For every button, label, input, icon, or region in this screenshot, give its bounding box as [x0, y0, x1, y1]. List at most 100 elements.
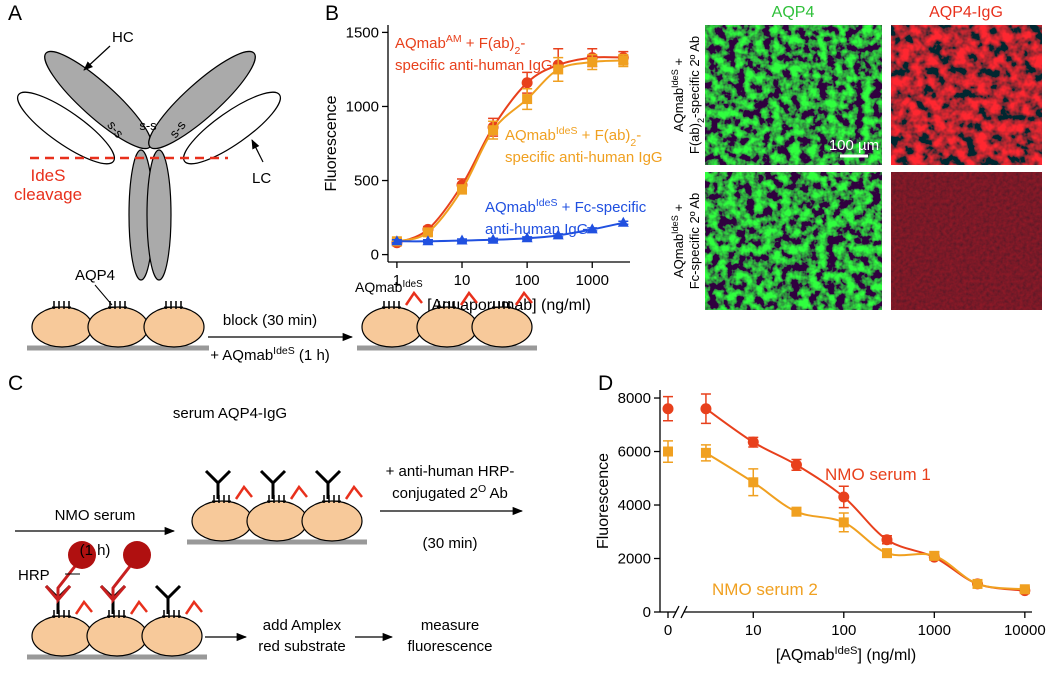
- text-segment: F(ab): [687, 123, 702, 154]
- marker: [553, 64, 564, 75]
- micrograph: [891, 25, 1042, 165]
- marker: [1019, 584, 1030, 595]
- text-segment: AQmab: [671, 88, 686, 132]
- marker: [587, 57, 598, 68]
- marker: [521, 232, 533, 243]
- y-tick-label: 8000: [618, 390, 651, 407]
- text-segment: NMO serum 2: [712, 580, 818, 599]
- disulfide-label: s-s: [139, 118, 157, 133]
- x-tick-label: 100: [515, 272, 540, 289]
- marker: [586, 223, 598, 234]
- y-tick-label: 500: [354, 173, 379, 190]
- cell: [361, 306, 423, 348]
- text-segment: [AQmab: [776, 647, 835, 664]
- text-segment: AM: [446, 33, 462, 45]
- marker: [457, 184, 468, 195]
- cell: [246, 500, 308, 542]
- marker: [552, 229, 564, 240]
- marker: [662, 403, 674, 415]
- x-axis-label: [AQmabIdeS] (ng/ml): [776, 645, 916, 664]
- marker: [700, 403, 712, 415]
- annotation: AQmabAM + F(ab)2-: [395, 33, 525, 57]
- cleavage-label: IdeS: [31, 166, 66, 185]
- annotation: NMO serum 2: [712, 580, 818, 599]
- marker: [391, 235, 403, 246]
- x-tick-label: 0: [664, 622, 672, 639]
- text-segment: AQmab: [355, 279, 403, 295]
- y-tick-label: 0: [643, 604, 651, 621]
- text-segment: IdeS: [273, 345, 295, 357]
- micrograph: [705, 172, 882, 310]
- annotation: AQmabIdeS + F(ab)2-: [505, 125, 641, 149]
- panel-label: A: [8, 2, 22, 25]
- annotation: AQmabIdeS + Fc-specific: [485, 197, 647, 216]
- marker: [487, 233, 499, 244]
- marker: [838, 517, 849, 528]
- aqmab-fragment: [459, 290, 478, 306]
- cell: [191, 500, 253, 542]
- marker: [790, 459, 802, 471]
- marker: [791, 506, 802, 517]
- marker: [618, 55, 629, 66]
- y-axis-label: Fluorescence: [595, 453, 612, 549]
- row-label: AQmabIdeS +: [670, 204, 686, 278]
- micrograph: [891, 172, 1042, 310]
- text-segment: 2: [630, 137, 636, 149]
- micrograph: [705, 25, 882, 165]
- scale-bar-label: 100 µm: [829, 137, 879, 154]
- y-tick-label: 0: [371, 247, 379, 264]
- cell: [471, 306, 533, 348]
- schematic-label: serum AQP4-IgG: [173, 405, 287, 422]
- schematic-arrows: [15, 332, 524, 642]
- aqmab-fragment: [514, 290, 533, 306]
- text-segment: (1 h): [295, 347, 330, 364]
- step-label: measure: [421, 617, 479, 634]
- panel-label: C: [8, 372, 23, 395]
- annotation: specific anti-human IgG: [505, 149, 663, 166]
- text-segment: AQmab: [395, 35, 446, 52]
- lc-label: LC: [252, 170, 271, 187]
- igg: [204, 469, 232, 499]
- marker: [521, 77, 533, 89]
- step-label: conjugated 2O Ab: [392, 483, 508, 502]
- annotation: NMO serum 1: [825, 465, 931, 484]
- step-label: block (30 min): [223, 312, 317, 329]
- row-label: F(ab)2-specific 2º Ab: [687, 36, 706, 154]
- fit-curve: [705, 407, 1025, 592]
- panel-label: B: [325, 2, 339, 25]
- column-label: AQP4: [772, 4, 815, 21]
- cell: [141, 615, 203, 657]
- cell: [31, 306, 93, 348]
- text-segment: AQmab: [505, 127, 556, 144]
- x-tick-label: 1000: [918, 622, 951, 639]
- aqmab-fragment: [129, 599, 148, 615]
- y-tick-label: 4000: [618, 497, 651, 514]
- step-label: (30 min): [422, 535, 477, 552]
- text-segment: +: [671, 58, 686, 69]
- marker: [972, 578, 983, 589]
- aqmab-fragment: [234, 484, 253, 500]
- axis-break: [672, 605, 680, 619]
- text-segment: -: [520, 35, 525, 52]
- marker: [422, 235, 434, 246]
- cell: [143, 306, 205, 348]
- marker: [522, 94, 533, 105]
- marker: [617, 216, 629, 227]
- hrp: [68, 541, 96, 569]
- y-tick-label: 2000: [618, 551, 651, 568]
- text-segment: -specific 2º Ab: [687, 36, 702, 118]
- light-chain: [183, 91, 281, 165]
- marker: [748, 477, 759, 488]
- marker: [929, 550, 940, 561]
- text-segment: specific anti-human IgG: [395, 57, 553, 74]
- x-tick-label: 100: [831, 622, 856, 639]
- antibody-diagram: [17, 45, 281, 281]
- x-tick-label: 10000: [1004, 622, 1046, 639]
- cleavage-label: cleavage: [14, 185, 82, 204]
- text-segment: IdeS: [556, 125, 578, 137]
- secondary-ab: [99, 564, 133, 605]
- aqmab-fragment: [289, 484, 308, 500]
- text-segment: Ab: [486, 485, 508, 502]
- row-label: Fc-specific 2º Ab: [687, 193, 702, 290]
